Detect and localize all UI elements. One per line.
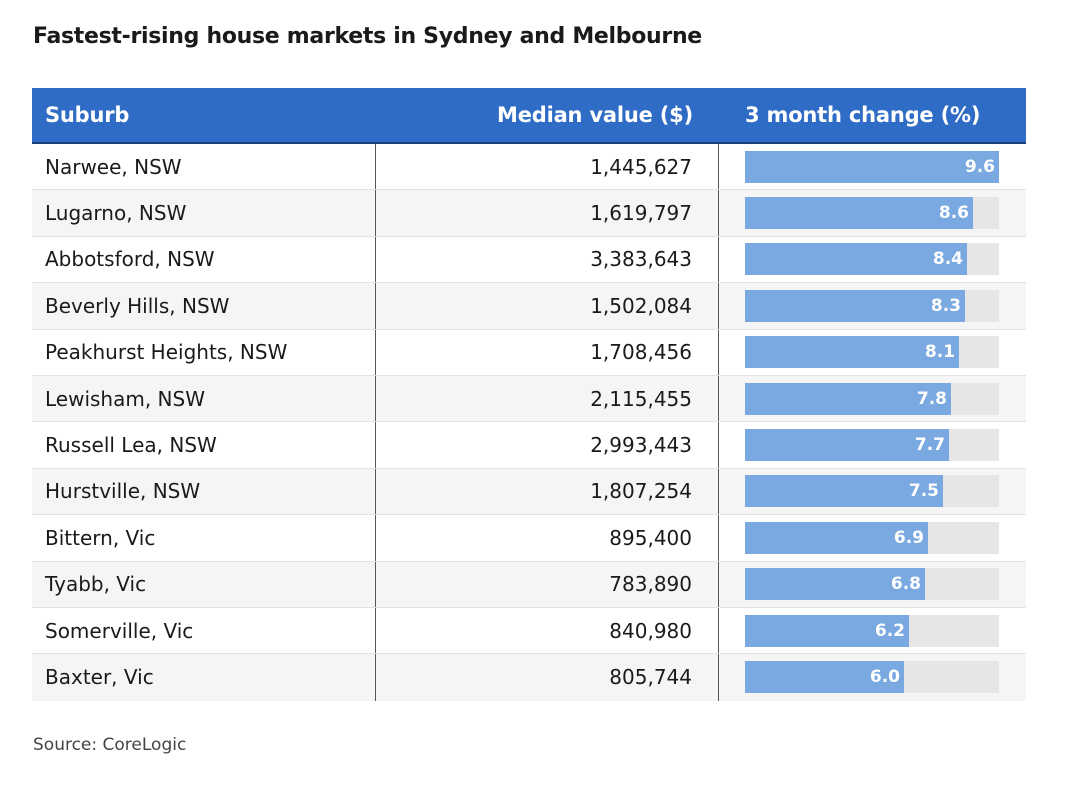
change-bar <box>745 150 999 183</box>
bar-track: 8.1 <box>745 336 999 369</box>
median-value-cell: 1,708,456 <box>376 329 719 375</box>
bar-track: 6.9 <box>745 521 999 554</box>
table-row: Lewisham, NSW 2,115,455 7.8 <box>32 375 1026 423</box>
change-cell: 8.6 <box>719 190 1026 235</box>
median-value-cell: 805,744 <box>376 654 719 701</box>
suburb-cell: Beverly Hills, NSW <box>32 283 376 329</box>
suburb-cell: Narwee, NSW <box>32 144 376 190</box>
change-cell: 6.8 <box>719 562 1026 607</box>
suburb-cell: Abbotsford, NSW <box>32 236 376 283</box>
suburb-cell: Russell Lea, NSW <box>32 422 376 468</box>
suburb-cell: Baxter, Vic <box>32 654 376 701</box>
bar-track: 8.3 <box>745 289 999 322</box>
suburb-cell: Lugarno, NSW <box>32 190 376 236</box>
change-bar <box>745 568 925 601</box>
source-note: Source: CoreLogic <box>33 735 187 755</box>
change-label: 8.6 <box>938 203 969 224</box>
table-row: Lugarno, NSW 1,619,797 8.6 <box>32 190 1026 237</box>
change-label: 6.2 <box>874 620 905 641</box>
table-row: Peakhurst Heights, NSW 1,708,456 8.1 <box>32 329 1026 376</box>
table-row: Hurstville, NSW 1,807,254 7.5 <box>32 468 1026 516</box>
change-bar <box>745 614 909 647</box>
bar-track: 6.8 <box>745 568 999 601</box>
suburb-cell: Bittern, Vic <box>32 515 376 561</box>
bar-track: 7.7 <box>745 429 999 462</box>
change-cell: 7.5 <box>719 469 1026 514</box>
change-label: 7.5 <box>908 481 939 502</box>
change-bar <box>745 336 959 369</box>
change-cell: 7.8 <box>719 376 1026 421</box>
bar-track: 6.2 <box>745 614 999 647</box>
suburb-cell: Lewisham, NSW <box>32 375 376 422</box>
suburb-cell: Tyabb, Vic <box>32 561 376 607</box>
table-row: Abbotsford, NSW 3,383,643 8.4 <box>32 236 1026 284</box>
change-label: 6.9 <box>893 527 924 548</box>
change-label: 7.8 <box>916 388 947 409</box>
change-cell: 6.2 <box>719 608 1026 653</box>
bar-track: 8.4 <box>745 243 999 276</box>
change-bar <box>745 382 951 415</box>
change-label: 8.3 <box>930 295 961 316</box>
change-label: 8.4 <box>932 249 963 270</box>
table-row: Somerville, Vic 840,980 6.2 <box>32 607 1026 655</box>
change-bar <box>745 521 928 554</box>
header-suburb: Suburb <box>45 103 130 127</box>
table-row: Russell Lea, NSW 2,993,443 7.7 <box>32 422 1026 469</box>
change-bar <box>745 475 943 508</box>
change-cell: 6.0 <box>719 654 1026 700</box>
change-bar <box>745 243 967 276</box>
suburb-cell: Somerville, Vic <box>32 607 376 654</box>
median-value-cell: 2,993,443 <box>376 422 719 468</box>
table-row: Tyabb, Vic 783,890 6.8 <box>32 561 1026 608</box>
table-row: Narwee, NSW 1,445,627 9.6 <box>32 144 1026 191</box>
change-label: 8.1 <box>924 342 955 363</box>
header-median-value: Median value ($) <box>497 103 693 127</box>
bar-track: 6.0 <box>745 661 999 694</box>
change-cell: 9.6 <box>719 144 1026 189</box>
median-value-cell: 1,502,084 <box>376 283 719 329</box>
suburb-cell: Hurstville, NSW <box>32 468 376 515</box>
table-row: Bittern, Vic 895,400 6.9 <box>32 515 1026 562</box>
change-cell: 6.9 <box>719 515 1026 560</box>
change-bar <box>745 197 973 230</box>
change-cell: 8.1 <box>719 330 1026 375</box>
median-value-cell: 1,445,627 <box>376 144 719 190</box>
chart-title: Fastest-rising house markets in Sydney a… <box>33 24 702 49</box>
table-row: Baxter, Vic 805,744 6.0 <box>32 654 1026 701</box>
bar-track: 7.5 <box>745 475 999 508</box>
change-label: 6.8 <box>890 574 921 595</box>
suburb-cell: Peakhurst Heights, NSW <box>32 329 376 375</box>
table-row: Beverly Hills, NSW 1,502,084 8.3 <box>32 283 1026 330</box>
change-label: 7.7 <box>914 435 945 456</box>
change-bar <box>745 429 949 462</box>
table-body: Narwee, NSW 1,445,627 9.6 Lugarno, NSW 1,619… <box>32 144 1026 701</box>
median-value-cell: 783,890 <box>376 561 719 607</box>
data-table: Suburb Median value ($) 3 month change (… <box>32 88 1026 701</box>
median-value-cell: 840,980 <box>376 607 719 654</box>
median-value-cell: 1,619,797 <box>376 190 719 236</box>
bar-track: 7.8 <box>745 382 999 415</box>
median-value-cell: 2,115,455 <box>376 375 719 422</box>
change-bar <box>745 661 904 694</box>
change-label: 9.6 <box>964 156 995 177</box>
table-header: Suburb Median value ($) 3 month change (… <box>32 88 1026 144</box>
median-value-cell: 895,400 <box>376 515 719 561</box>
change-cell: 8.4 <box>719 237 1026 282</box>
bar-track: 8.6 <box>745 197 999 230</box>
bar-track: 9.6 <box>745 150 999 183</box>
change-label: 6.0 <box>869 667 900 688</box>
median-value-cell: 3,383,643 <box>376 236 719 283</box>
header-3-month-change: 3 month change (%) <box>745 103 981 127</box>
change-bar <box>745 289 965 322</box>
change-cell: 7.7 <box>719 422 1026 467</box>
change-cell: 8.3 <box>719 283 1026 328</box>
median-value-cell: 1,807,254 <box>376 468 719 515</box>
